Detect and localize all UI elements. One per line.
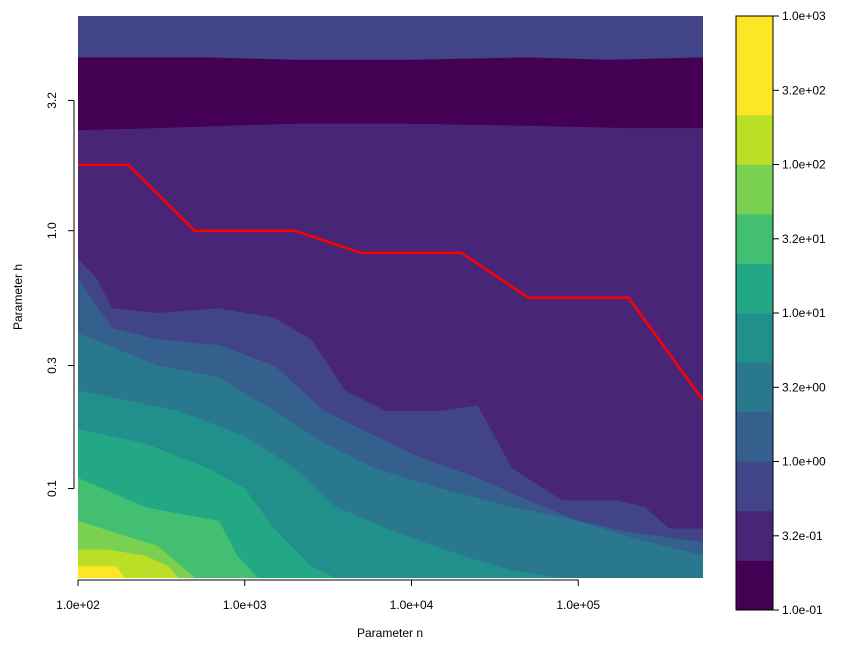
colorbar-tick-label: 3.2e+01 xyxy=(782,232,826,246)
y-axis-title: Parameter h xyxy=(11,264,25,330)
colorbar-tick-label: 1.0e-01 xyxy=(782,603,823,617)
colorbar-swatch xyxy=(736,313,773,363)
contour-regions xyxy=(78,57,703,578)
colorbar-swatch xyxy=(736,214,773,264)
colorbar-swatch xyxy=(736,511,773,561)
y-tick-label: 1.0 xyxy=(45,222,59,239)
y-tick-label: 0.3 xyxy=(45,357,59,374)
colorbar-swatch xyxy=(736,115,773,165)
plot-panel xyxy=(78,16,703,578)
colorbar-tick-label: 1.0e+00 xyxy=(782,455,826,469)
colorbar-swatch xyxy=(736,461,773,512)
colorbar-tick-label: 1.0e+01 xyxy=(782,306,826,320)
colorbar-swatch xyxy=(736,65,773,116)
colorbar-tick-label: 3.2e+02 xyxy=(782,83,826,97)
colorbar-tick-label: 1.0e+03 xyxy=(782,9,826,23)
colorbar-swatch xyxy=(736,412,773,462)
y-tick-label: 0.1 xyxy=(45,480,59,497)
colorbar-swatch xyxy=(736,560,773,611)
colorbar-swatch xyxy=(736,362,773,413)
colorbar-swatch xyxy=(736,164,773,215)
x-tick-label: 1.0e+05 xyxy=(556,598,600,612)
colorbar-swatch xyxy=(736,16,773,66)
colorbar-tick-label: 1.0e+02 xyxy=(782,158,826,172)
colorbar-tick-label: 3.2e-01 xyxy=(782,529,823,543)
x-axis: 1.0e+02 1.0e+03 1.0e+04 1.0e+05 xyxy=(56,579,600,612)
x-axis-title: Parameter n xyxy=(357,626,423,640)
x-tick-label: 1.0e+02 xyxy=(56,598,100,612)
optimal-h-line xyxy=(78,163,703,402)
x-tick-label: 1.0e+04 xyxy=(390,598,434,612)
y-tick-label: 3.2 xyxy=(45,92,59,109)
contour-region-level-10 xyxy=(78,566,125,578)
colorbar-tick-label: 3.2e+00 xyxy=(782,380,826,394)
x-tick-label: 1.0e+03 xyxy=(223,598,267,612)
colorbar: 1.0e+03 3.2e+02 1.0e+02 3.2e+01 1.0e+01 3.2e+… xyxy=(735,9,826,617)
y-axis: 0.1 0.3 1.0 3.2 xyxy=(45,92,75,497)
optimal-h-line-layer xyxy=(78,163,703,402)
colorbar-swatch xyxy=(736,263,773,314)
